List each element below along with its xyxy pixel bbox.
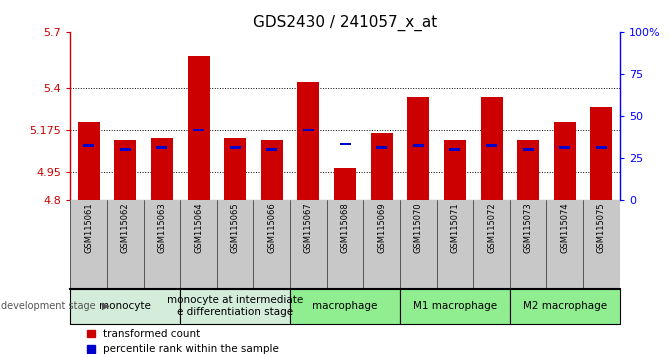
Bar: [554, 121, 576, 200]
Text: GSM115065: GSM115065: [230, 202, 240, 253]
Bar: [376, 146, 387, 149]
Bar: [590, 107, 612, 200]
Text: GSM115074: GSM115074: [560, 202, 570, 253]
Bar: [486, 144, 497, 147]
Bar: [444, 140, 466, 200]
Legend: transformed count, percentile rank within the sample: transformed count, percentile rank withi…: [86, 329, 279, 354]
Bar: [120, 148, 131, 151]
Text: GSM115075: GSM115075: [597, 202, 606, 253]
Bar: [450, 148, 460, 151]
Bar: [413, 144, 424, 147]
Bar: [261, 140, 283, 200]
Bar: [303, 129, 314, 131]
Text: GSM115067: GSM115067: [304, 202, 313, 253]
Bar: [559, 146, 570, 149]
Bar: [230, 146, 241, 149]
Text: M1 macrophage: M1 macrophage: [413, 301, 497, 311]
Text: GSM115070: GSM115070: [414, 202, 423, 253]
Bar: [523, 148, 534, 151]
Text: GSM115063: GSM115063: [157, 202, 166, 253]
Text: macrophage: macrophage: [312, 301, 378, 311]
Bar: [78, 121, 100, 200]
Bar: [266, 148, 277, 151]
Bar: [334, 168, 356, 200]
Bar: [596, 146, 607, 149]
Text: GSM115062: GSM115062: [121, 202, 130, 253]
FancyBboxPatch shape: [70, 289, 180, 324]
Bar: [517, 140, 539, 200]
Bar: [151, 138, 173, 200]
Bar: [188, 56, 210, 200]
Text: GSM115071: GSM115071: [450, 202, 460, 253]
Text: GSM115069: GSM115069: [377, 202, 386, 253]
Text: GSM115061: GSM115061: [84, 202, 93, 253]
FancyBboxPatch shape: [510, 289, 620, 324]
FancyBboxPatch shape: [290, 289, 400, 324]
Text: monocyte at intermediate
e differentiation stage: monocyte at intermediate e differentiati…: [167, 295, 304, 317]
Text: GSM115068: GSM115068: [340, 202, 350, 253]
Bar: [224, 138, 246, 200]
Title: GDS2430 / 241057_x_at: GDS2430 / 241057_x_at: [253, 14, 437, 30]
Bar: [193, 129, 204, 131]
Bar: [371, 133, 393, 200]
Bar: [297, 82, 320, 200]
FancyBboxPatch shape: [400, 289, 510, 324]
Bar: [340, 143, 350, 145]
Bar: [407, 97, 429, 200]
Bar: [83, 144, 94, 147]
Bar: [156, 146, 168, 149]
Text: GSM115066: GSM115066: [267, 202, 276, 253]
Text: GSM115064: GSM115064: [194, 202, 203, 253]
Text: GSM115073: GSM115073: [524, 202, 533, 253]
Bar: [480, 97, 502, 200]
Text: GSM115072: GSM115072: [487, 202, 496, 253]
Text: M2 macrophage: M2 macrophage: [523, 301, 607, 311]
Text: monocyte: monocyte: [99, 301, 151, 311]
Bar: [115, 140, 136, 200]
Text: development stage  ▶: development stage ▶: [1, 301, 109, 311]
FancyBboxPatch shape: [180, 289, 290, 324]
